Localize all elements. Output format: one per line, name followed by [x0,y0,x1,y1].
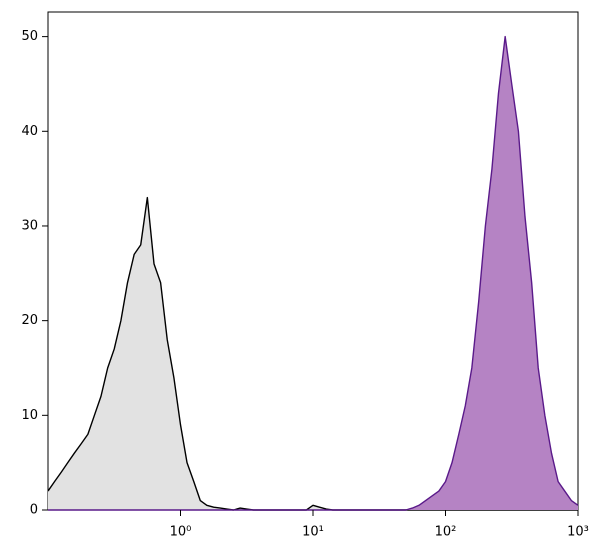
series-area [48,197,578,510]
y-tick-label: 30 [21,218,38,233]
y-tick-label: 10 [21,408,38,423]
x-tick-label: 10⁰ [170,525,192,540]
y-tick-label: 0 [30,503,38,518]
y-tick-label: 40 [21,124,38,139]
y-tick-label: 20 [21,313,38,328]
x-tick-label: 10¹ [302,525,324,540]
y-tick-label: 50 [21,29,38,44]
x-tick-label: 10³ [567,525,589,540]
series-area [48,36,578,511]
x-tick-label: 10² [435,525,457,540]
